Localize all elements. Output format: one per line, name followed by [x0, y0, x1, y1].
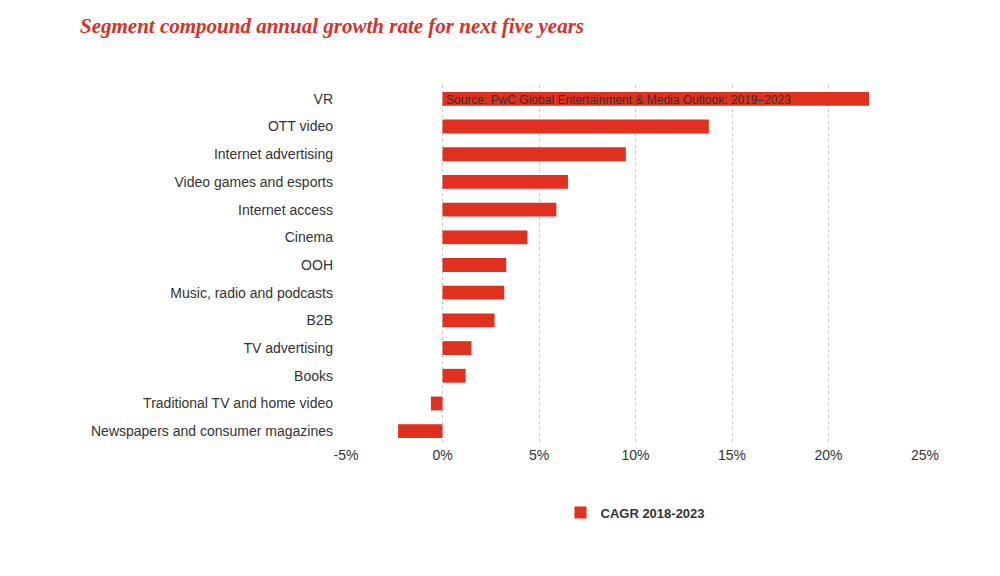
- svg-text:Traditional TV and home video: Traditional TV and home video: [143, 395, 333, 411]
- svg-text:Books: Books: [294, 368, 333, 384]
- svg-text:Internet access: Internet access: [238, 202, 333, 218]
- svg-text:Source: PwC Global Entertainme: Source: PwC Global Entertainment & Media…: [446, 93, 791, 107]
- svg-text:Newspapers and consumer magazi: Newspapers and consumer magazines: [91, 423, 333, 439]
- svg-text:Cinema: Cinema: [285, 229, 333, 245]
- svg-text:Internet advertising: Internet advertising: [214, 146, 333, 162]
- svg-text:TV advertising: TV advertising: [244, 340, 333, 356]
- svg-text:Video games and esports: Video games and esports: [174, 174, 333, 190]
- svg-text:OTT video: OTT video: [268, 118, 333, 134]
- svg-text:0%: 0%: [432, 447, 452, 463]
- svg-text:VR: VR: [314, 91, 333, 107]
- svg-text:15%: 15%: [718, 447, 746, 463]
- svg-text:Segment compound annual growth: Segment compound annual growth rate for …: [80, 14, 584, 38]
- svg-text:5%: 5%: [529, 447, 549, 463]
- svg-text:CAGR 2018-2023: CAGR 2018-2023: [601, 506, 705, 521]
- svg-text:B2B: B2B: [307, 312, 333, 328]
- svg-text:25%: 25%: [911, 447, 939, 463]
- svg-text:-5%: -5%: [334, 447, 359, 463]
- svg-text:OOH: OOH: [301, 257, 333, 273]
- svg-text:20%: 20%: [814, 447, 842, 463]
- svg-text:Music, radio and podcasts: Music, radio and podcasts: [170, 285, 333, 301]
- svg-text:10%: 10%: [621, 447, 649, 463]
